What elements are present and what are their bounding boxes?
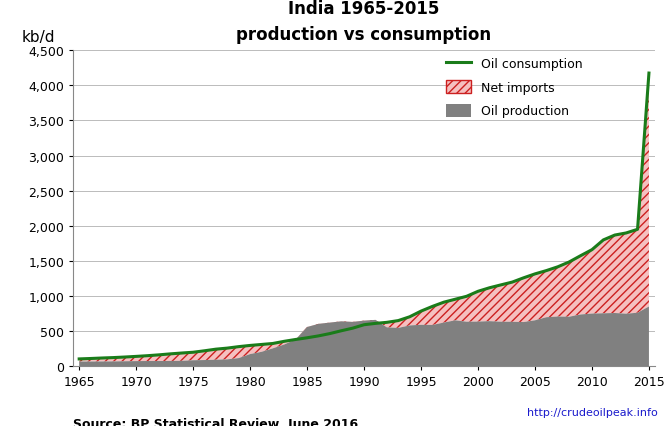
Text: kb/d: kb/d [21, 30, 55, 45]
Text: http://crudeoilpeak.info: http://crudeoilpeak.info [527, 407, 657, 417]
Title: India 1965-2015
production vs consumption: India 1965-2015 production vs consumptio… [236, 0, 492, 44]
Text: Source: BP Statistical Review  June 2016: Source: BP Statistical Review June 2016 [73, 417, 359, 426]
Legend: Oil consumption, Net imports, Oil production: Oil consumption, Net imports, Oil produc… [446, 58, 582, 118]
